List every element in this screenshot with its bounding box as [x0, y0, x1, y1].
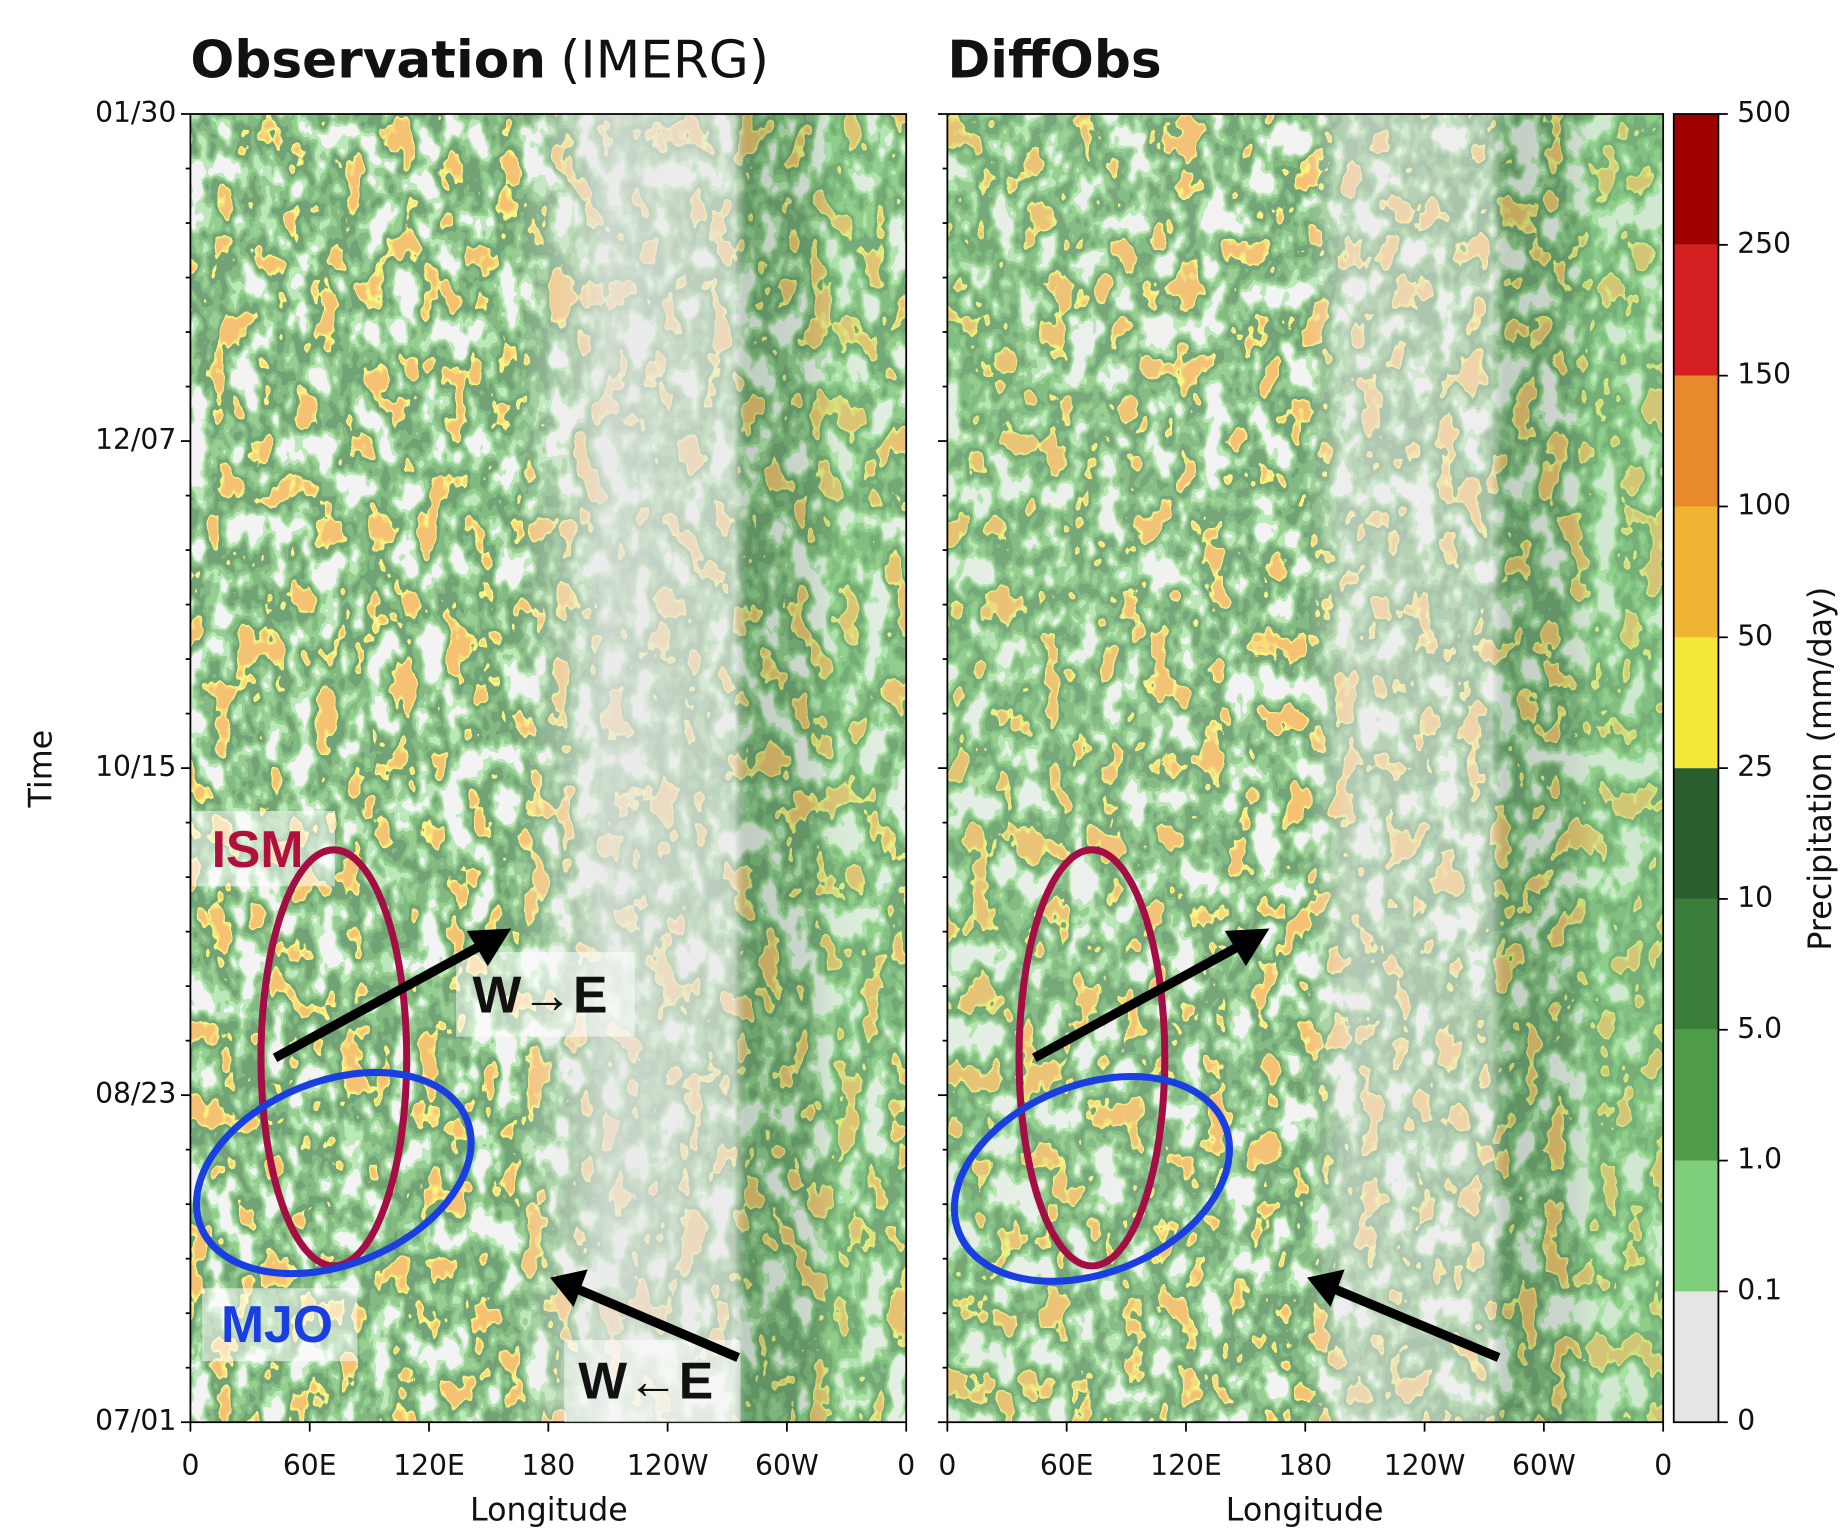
annotation: ISM — [212, 820, 304, 878]
x-tick-label: 180 — [1278, 1449, 1332, 1482]
label-box — [191, 811, 335, 887]
arrow-head — [1307, 1269, 1345, 1308]
x-tick-label: 180 — [521, 1449, 575, 1482]
x-tick-label: 60E — [283, 1449, 337, 1482]
colorbar-tick-label: 25 — [1737, 750, 1773, 783]
colorbar-tick-label: 5.0 — [1737, 1012, 1782, 1045]
x-tick-label: 120E — [393, 1449, 465, 1482]
panel-title: DiffObs — [947, 31, 1161, 91]
colorbar-tick-label: 50 — [1737, 619, 1773, 652]
colorbar-tick-label: 0.1 — [1737, 1273, 1782, 1306]
arrow-head — [1224, 928, 1270, 967]
panel-title: Observation (IMERG) — [190, 31, 769, 91]
mjo-ellipse — [950, 1072, 1233, 1285]
title-note: (IMERG) — [560, 31, 769, 91]
arrows — [272, 940, 1501, 1362]
colorbar-tick-label: 10 — [1737, 881, 1773, 914]
colorbar-tick-label: 150 — [1737, 358, 1791, 391]
annotation: MJO — [221, 1295, 333, 1353]
y-axis-label: Time — [23, 730, 59, 809]
x-tick-label: 120W — [627, 1449, 709, 1482]
colorbar-bin — [1673, 637, 1719, 769]
colorbar-bin — [1673, 375, 1719, 507]
x-tick-label: 120W — [1384, 1449, 1466, 1482]
x-axis-label: Longitude — [470, 1493, 628, 1528]
label-box — [202, 1288, 358, 1362]
colorbar-bin — [1673, 244, 1719, 376]
arrow-head — [466, 928, 512, 967]
x-tick-label: 0 — [897, 1449, 915, 1482]
x-axis-label: Longitude — [1226, 1493, 1384, 1528]
y-tick-label: 08/23 — [95, 1077, 176, 1110]
field-shade — [947, 114, 1664, 1423]
field-layer — [190, 114, 1664, 1423]
y-tick-label: 01/30 — [95, 96, 176, 129]
arrow-head — [550, 1269, 588, 1308]
label-box — [456, 952, 635, 1037]
colorbar-bin — [1673, 114, 1719, 245]
title-main: Observation — [190, 31, 546, 91]
x-tick-label: 0 — [181, 1449, 199, 1482]
y-tick-label: 12/07 — [95, 423, 176, 456]
colorbar-bin — [1673, 898, 1719, 1030]
x-tick-label: 0 — [938, 1449, 956, 1482]
y-tick-label: 07/01 — [95, 1404, 176, 1437]
field-shade — [190, 114, 907, 1423]
arrow-shaft — [1032, 940, 1244, 1062]
x-tick-label: 60E — [1040, 1449, 1094, 1482]
colorbar-tick-label: 0 — [1737, 1404, 1755, 1437]
annotation: W←E — [578, 1351, 713, 1409]
annotation: W→E — [473, 966, 608, 1024]
annotation-layer: ISM MJO W→E W←E — [191, 811, 1501, 1423]
x-tick-label: 120E — [1150, 1449, 1222, 1482]
arrow-shaft — [576, 1285, 740, 1362]
ism-ellipse — [1015, 846, 1169, 1270]
colorbar-bin — [1673, 1291, 1719, 1423]
colorbar-bin — [1673, 768, 1719, 899]
x-tick-label: 60W — [755, 1449, 819, 1482]
mjo-ellipse — [192, 1068, 475, 1278]
colorbar-tick-label: 100 — [1737, 488, 1791, 521]
x-tick-label: 60W — [1512, 1449, 1576, 1482]
arrow-shaft — [272, 940, 485, 1062]
arrow-shaft — [1333, 1285, 1501, 1362]
colorbar-label: Precipitation (mm/day) — [1803, 587, 1839, 951]
colorbar-bin — [1673, 1029, 1719, 1161]
x-tick-label: 0 — [1654, 1449, 1672, 1482]
colorbar-tick-label: 250 — [1737, 227, 1791, 260]
colorbar-tick-label: 1.0 — [1737, 1143, 1782, 1176]
colorbar-bin — [1673, 1160, 1719, 1292]
label-box — [564, 1339, 741, 1423]
colorbar-tick-label: 500 — [1737, 96, 1791, 129]
y-tick-label: 10/15 — [95, 750, 176, 783]
colorbar-bin — [1673, 506, 1719, 638]
